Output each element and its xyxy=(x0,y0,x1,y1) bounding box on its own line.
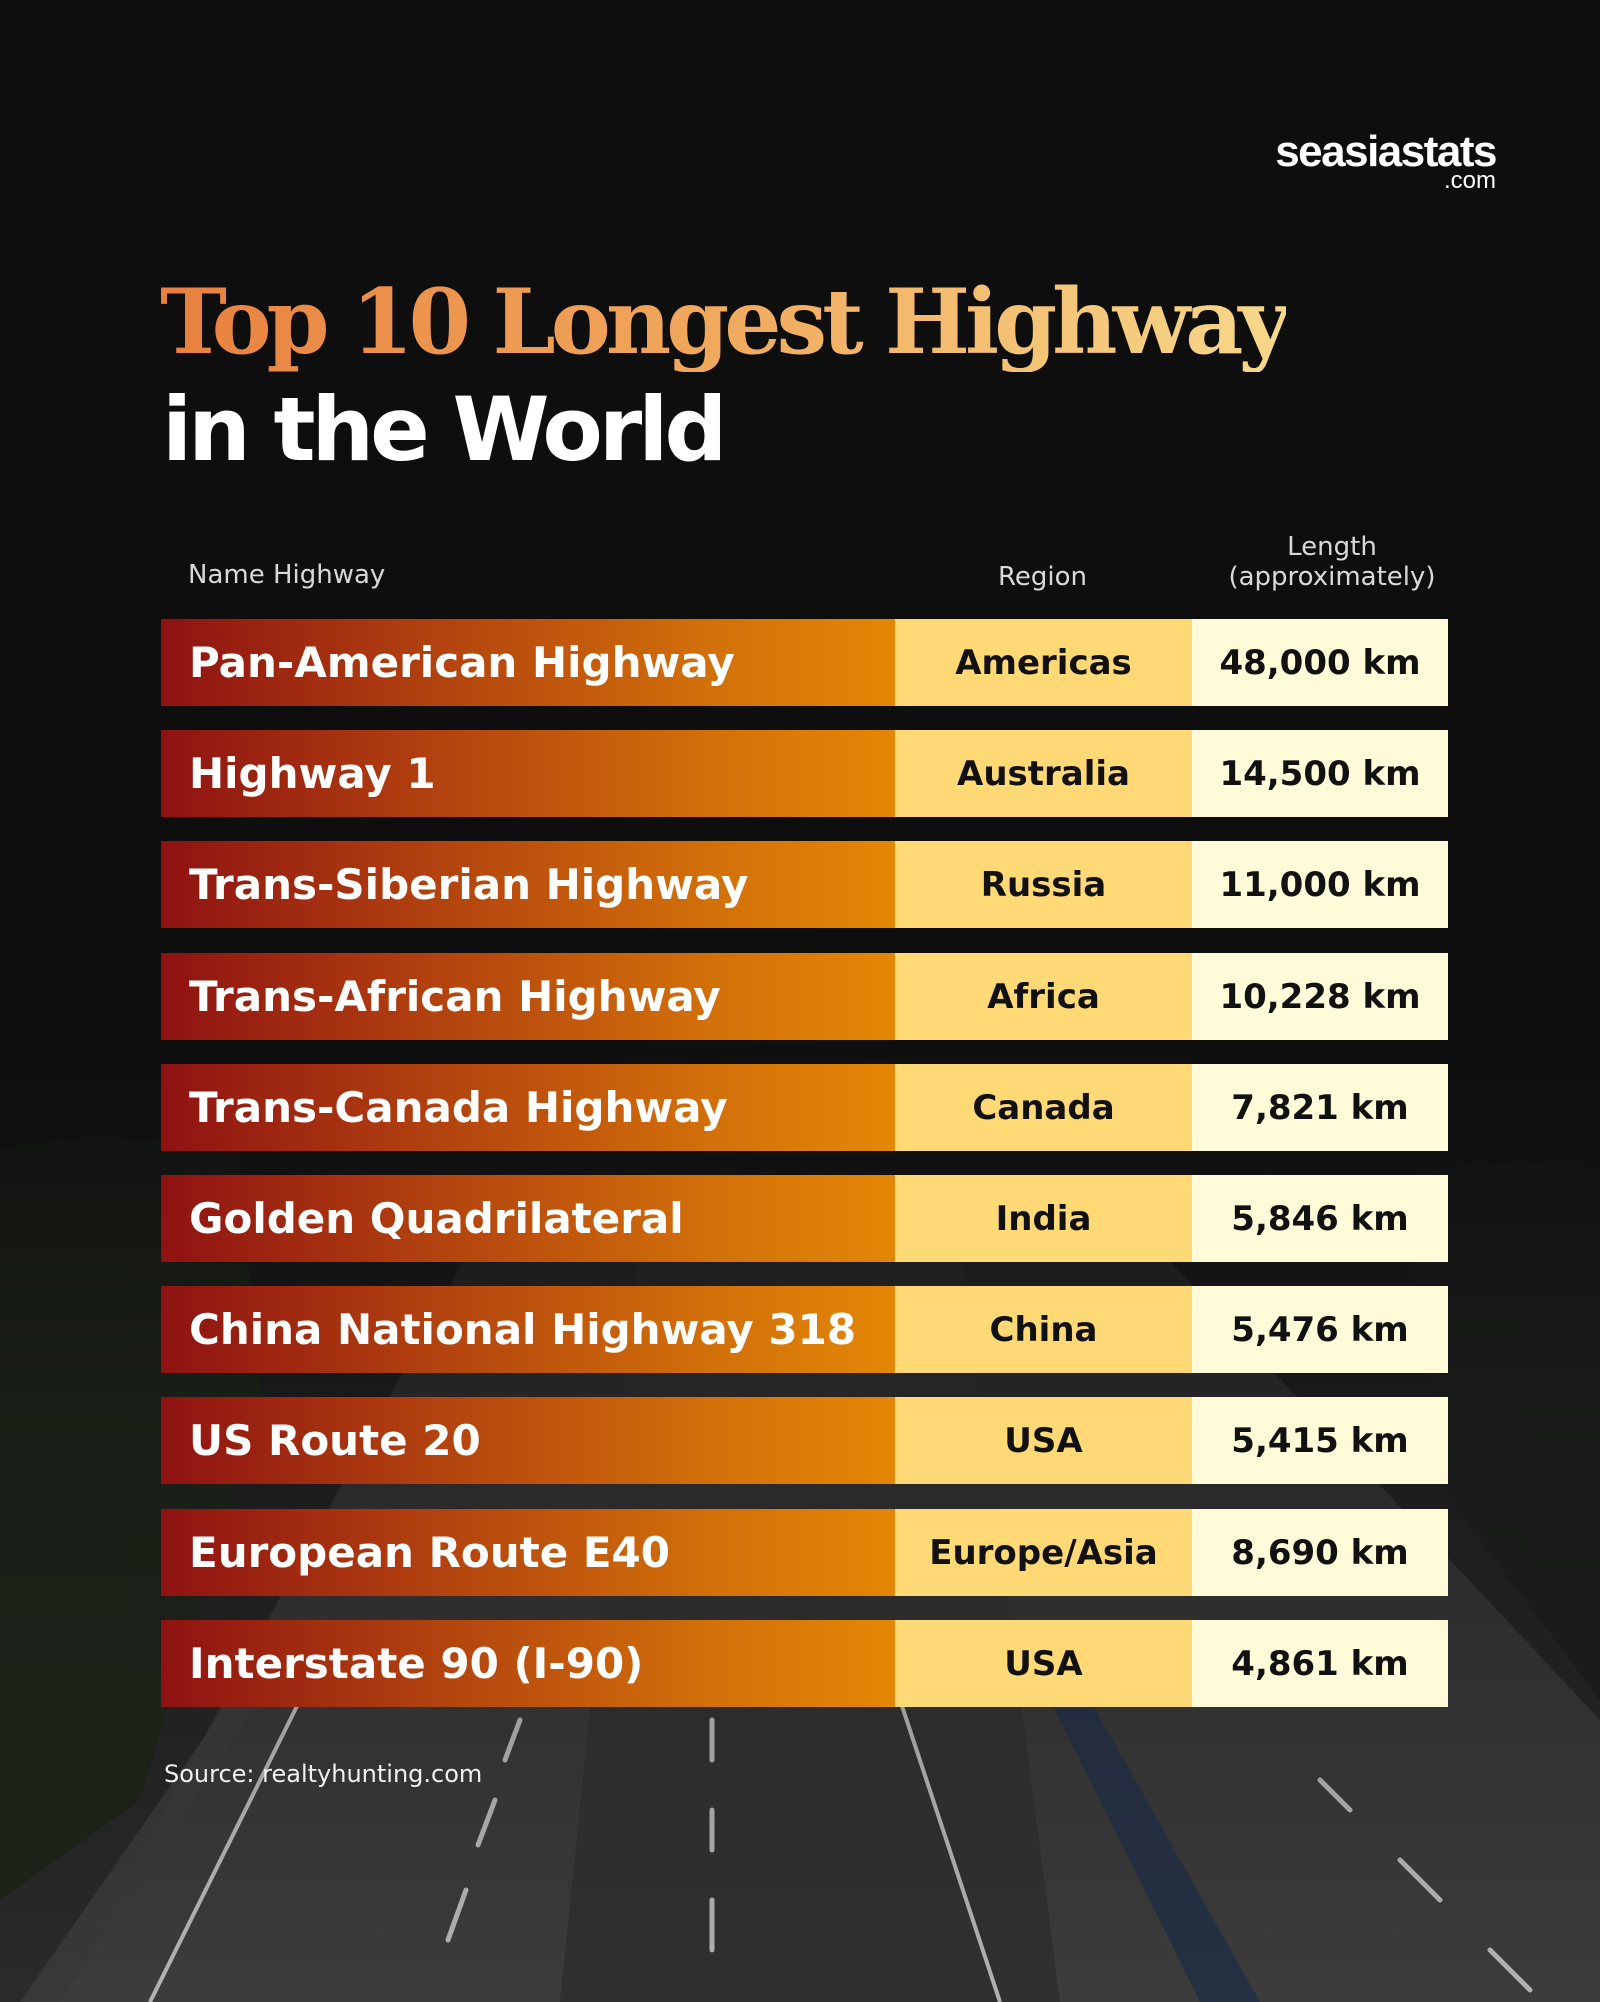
highway-region: Canada xyxy=(895,1064,1192,1151)
table-row: Trans-African Highway Africa 10,228 km xyxy=(161,953,1448,1040)
table-row: China National Highway 318 China 5,476 km xyxy=(161,1286,1448,1373)
table-row: US Route 20 USA 5,415 km xyxy=(161,1397,1448,1484)
highway-length: 10,228 km xyxy=(1192,953,1448,1040)
highway-region: Russia xyxy=(895,841,1192,928)
source-note: Source: realtyhunting.com xyxy=(164,1760,483,1788)
highway-name: Trans-Siberian Highway xyxy=(161,841,895,928)
highway-name: Pan-American Highway xyxy=(161,619,895,706)
highway-length: 7,821 km xyxy=(1192,1064,1448,1151)
page-subtitle: in the World xyxy=(162,378,727,481)
highway-length: 5,846 km xyxy=(1192,1175,1448,1262)
highway-length: 11,000 km xyxy=(1192,841,1448,928)
table-row: Golden Quadrilateral India 5,846 km xyxy=(161,1175,1448,1262)
highway-length: 48,000 km xyxy=(1192,619,1448,706)
table-row: Trans-Siberian Highway Russia 11,000 km xyxy=(161,841,1448,928)
column-header-name: Name Highway xyxy=(188,560,386,590)
table-row: Pan-American Highway Americas 48,000 km xyxy=(161,619,1448,706)
highway-length: 4,861 km xyxy=(1192,1620,1448,1707)
highway-region: USA xyxy=(895,1620,1192,1707)
highway-name: Golden Quadrilateral xyxy=(161,1175,895,1262)
highway-region: Americas xyxy=(895,619,1192,706)
column-header-region: Region xyxy=(997,562,1087,592)
highway-name: Trans-Canada Highway xyxy=(161,1064,895,1151)
table-row: European Route E40 Europe/Asia 8,690 km xyxy=(161,1509,1448,1596)
highway-name: US Route 20 xyxy=(161,1397,895,1484)
highway-name: Interstate 90 (I-90) xyxy=(161,1620,895,1707)
brand-suffix: .com xyxy=(1443,167,1496,194)
brand-logo: seasiastats .com xyxy=(1180,127,1497,194)
highway-region: Australia xyxy=(895,730,1192,817)
highway-region: India xyxy=(895,1175,1192,1262)
highway-name: Highway 1 xyxy=(161,730,895,817)
highway-length: 8,690 km xyxy=(1192,1509,1448,1596)
highway-name: China National Highway 318 xyxy=(161,1286,895,1373)
table-row: Interstate 90 (I-90) USA 4,861 km xyxy=(161,1620,1448,1707)
column-header-length: Length (approximately) xyxy=(1228,532,1436,592)
brand-name: seasiastats xyxy=(1275,127,1497,176)
highway-region: China xyxy=(895,1286,1192,1373)
table-row: Highway 1 Australia 14,500 km xyxy=(161,730,1448,817)
highway-region: USA xyxy=(895,1397,1192,1484)
highway-name: Trans-African Highway xyxy=(161,953,895,1040)
highway-name: European Route E40 xyxy=(161,1509,895,1596)
highway-length: 14,500 km xyxy=(1192,730,1448,817)
table-row: Trans-Canada Highway Canada 7,821 km xyxy=(161,1064,1448,1151)
page-title: Top 10 Longest Highway xyxy=(160,269,1291,375)
highway-region: Europe/Asia xyxy=(895,1509,1192,1596)
highway-length: 5,415 km xyxy=(1192,1397,1448,1484)
highway-length: 5,476 km xyxy=(1192,1286,1448,1373)
highway-region: Africa xyxy=(895,953,1192,1040)
